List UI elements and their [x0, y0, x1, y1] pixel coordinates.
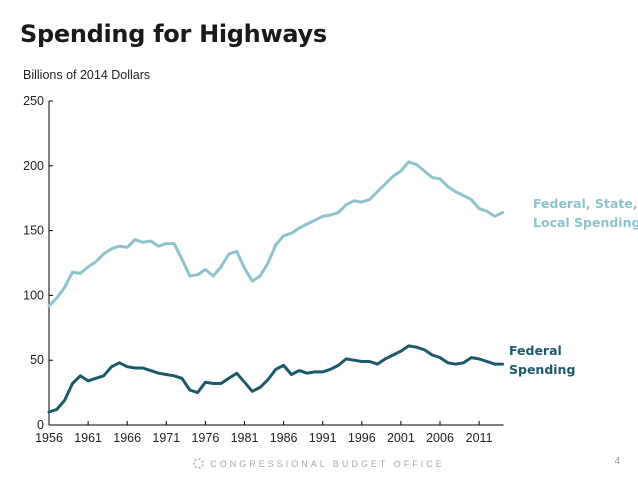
series-line-total — [47, 160, 505, 308]
x-tick-label: 2006 — [426, 431, 454, 445]
y-tick-label: 250 — [23, 94, 44, 108]
page-number: 4 — [614, 456, 620, 467]
x-tick-label: 1956 — [35, 431, 63, 445]
x-tick-label: 1961 — [74, 431, 102, 445]
x-tick-label: 1966 — [113, 431, 141, 445]
x-tick-label: 2001 — [387, 431, 415, 445]
x-tick-label: 1996 — [348, 431, 376, 445]
axes: 0 50 100 150 200 250 1956 1961 1966 1971 1976 1981 1… — [23, 94, 504, 445]
y-tick-label: 0 — [37, 418, 44, 432]
x-tick-label: 2011 — [466, 431, 493, 445]
series-lines — [47, 160, 505, 414]
series-label: Local Spending — [533, 215, 638, 230]
series-label: Spending — [509, 362, 575, 377]
y-tick-label: 150 — [23, 224, 44, 238]
footer: CONGRESSIONAL BUDGET OFFICE — [0, 458, 638, 469]
x-tick-label: 1991 — [309, 431, 337, 445]
series-line-federal — [47, 344, 505, 414]
footer-text: CONGRESSIONAL BUDGET OFFICE — [210, 459, 445, 469]
y-tick-label: 200 — [23, 159, 44, 173]
x-tick-label: 1986 — [270, 431, 298, 445]
x-tick-label: 1981 — [231, 431, 259, 445]
y-axis-label: Billions of 2014 Dollars — [23, 68, 151, 82]
series-label: Federal — [509, 343, 562, 358]
y-tick-label: 100 — [23, 288, 44, 302]
x-tick-label: 1976 — [191, 431, 219, 445]
cbo-logo-icon — [193, 458, 205, 469]
series-labels: Federal, State, and Local Spending Federal… — [509, 196, 638, 377]
x-tick-label: 1971 — [152, 431, 180, 445]
chart-title: Spending for Highways — [20, 20, 327, 48]
y-tick-label: 50 — [30, 353, 44, 367]
series-label: Federal, State, and — [533, 196, 638, 211]
